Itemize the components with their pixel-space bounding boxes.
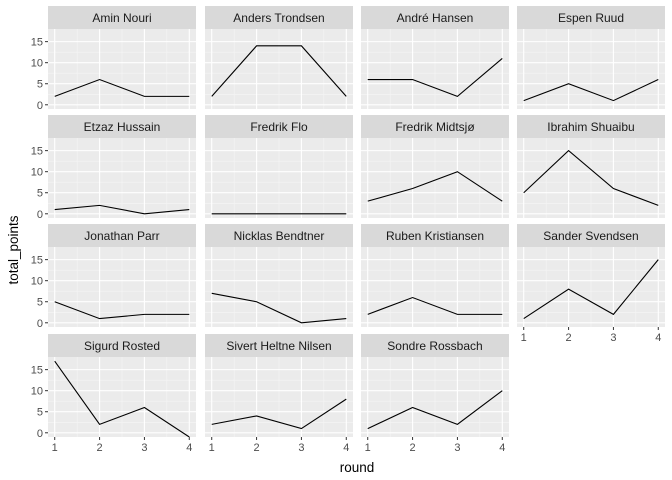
x-tick-label: 2 <box>410 442 416 454</box>
x-tick-label: 3 <box>141 442 147 454</box>
x-tick-label: 2 <box>254 442 260 454</box>
series-line <box>211 292 347 324</box>
y-axis-title: total_points <box>6 215 21 284</box>
facet-strip <box>205 6 353 29</box>
facet-strip <box>48 334 196 357</box>
facet-panel: André Hansen <box>361 6 509 109</box>
x-tick-label: 2 <box>97 442 103 454</box>
facet-strip <box>48 224 196 247</box>
x-axis-title: round <box>340 460 375 475</box>
facet-strip <box>361 115 509 138</box>
x-tick-label: 1 <box>365 442 371 454</box>
y-tick-label: 10 <box>31 58 43 70</box>
facet-panel: Fredrik Flo <box>205 115 353 218</box>
facet-panel: Ibrahim Shuaibu <box>517 115 665 218</box>
facet-strip <box>517 115 665 138</box>
facet-strip-label: Fredrik Flo <box>250 120 308 134</box>
facet-strip-label: Sigurd Rosted <box>84 339 160 353</box>
x-tick-label: 1 <box>521 332 527 344</box>
y-tick-label: 15 <box>31 146 43 158</box>
facet-strip-label: Sivert Heltne Nilsen <box>226 339 331 353</box>
facet-panel: Amin Nouri 0 5 10 15 <box>31 6 196 112</box>
facet-strip <box>361 334 509 357</box>
x-tick-label: 1 <box>52 442 58 454</box>
series-line <box>54 301 190 320</box>
facet-strip-label: Ruben Kristiansen <box>386 229 484 243</box>
series-line <box>523 259 659 320</box>
y-tick-label: 5 <box>37 407 43 419</box>
facet-panel: Sivert Heltne Nilsen 1 2 3 4 <box>205 334 353 454</box>
series-line <box>54 78 190 97</box>
facet-panel: Nicklas Bendtner <box>205 224 353 327</box>
facet-panel: Sigurd Rosted 0 5 10 15 1 2 3 4 <box>31 334 196 454</box>
facet-strip-label: Anders Trondsen <box>233 11 324 25</box>
y-tick-label: 0 <box>37 318 43 330</box>
facet-panel: Ruben Kristiansen <box>361 224 509 327</box>
y-tick-label: 10 <box>31 276 43 288</box>
facet-strip <box>517 6 665 29</box>
facet-strip <box>361 6 509 29</box>
x-tick-label: 3 <box>610 332 616 344</box>
facet-strip-label: Nicklas Bendtner <box>234 229 325 243</box>
x-tick-label: 4 <box>343 442 349 454</box>
facet-strip <box>361 224 509 247</box>
facet-panel: Espen Ruud <box>517 6 665 109</box>
facet-strip-label: Sondre Rossbach <box>387 339 482 353</box>
facet-strip-label: Espen Ruud <box>558 11 624 25</box>
facet-strip-label: Etzaz Hussain <box>84 120 161 134</box>
facet-panel: Fredrik Midtsjø <box>361 115 509 218</box>
series-line <box>54 204 190 215</box>
y-tick-label: 5 <box>37 188 43 200</box>
facet-strip-label: André Hansen <box>397 11 474 25</box>
facet-panel: Sondre Rossbach 1 2 3 4 <box>361 334 509 454</box>
facet-strip-label: Sander Svendsen <box>543 229 638 243</box>
x-tick-label: 4 <box>655 332 661 344</box>
series-line <box>367 171 503 202</box>
y-tick-label: 0 <box>37 428 43 440</box>
x-tick-label: 4 <box>186 442 192 454</box>
facet-panel: Sander Svendsen 1 2 3 4 <box>517 224 665 344</box>
facet-strip <box>205 334 353 357</box>
y-tick-label: 10 <box>31 386 43 398</box>
facet-strip <box>48 115 196 138</box>
facet-strip-label: Ibrahim Shuaibu <box>547 120 634 134</box>
series-line <box>367 390 503 430</box>
x-tick-label: 1 <box>209 442 215 454</box>
facet-strip <box>517 224 665 247</box>
y-tick-label: 5 <box>37 297 43 309</box>
series-line <box>367 58 503 97</box>
facet-strip-label: Amin Nouri <box>92 11 151 25</box>
series-line <box>211 45 347 97</box>
series-line <box>523 149 659 206</box>
facet-panel: Jonathan Parr 0 5 10 15 <box>31 224 196 330</box>
y-tick-label: 15 <box>31 365 43 377</box>
x-tick-label: 2 <box>566 332 572 344</box>
y-tick-label: 15 <box>31 37 43 49</box>
facet-strip <box>205 224 353 247</box>
y-tick-label: 10 <box>31 167 43 179</box>
series-line <box>523 79 659 102</box>
x-tick-label: 3 <box>454 442 460 454</box>
facet-panel: Etzaz Hussain 0 5 10 15 <box>31 115 196 221</box>
y-tick-label: 0 <box>37 100 43 112</box>
facet-strip <box>205 115 353 138</box>
x-tick-label: 4 <box>499 442 505 454</box>
series-line <box>367 296 503 315</box>
series-line <box>54 360 190 437</box>
series-line <box>211 398 347 430</box>
x-tick-label: 3 <box>298 442 304 454</box>
y-tick-label: 5 <box>37 79 43 91</box>
facet-strip-label: Fredrik Midtsjø <box>395 120 475 134</box>
facet-strip-label: Jonathan Parr <box>84 229 159 243</box>
facet-strip <box>48 6 196 29</box>
y-tick-label: 15 <box>31 255 43 267</box>
facet-panel: Anders Trondsen <box>205 6 353 109</box>
y-tick-label: 0 <box>37 209 43 221</box>
